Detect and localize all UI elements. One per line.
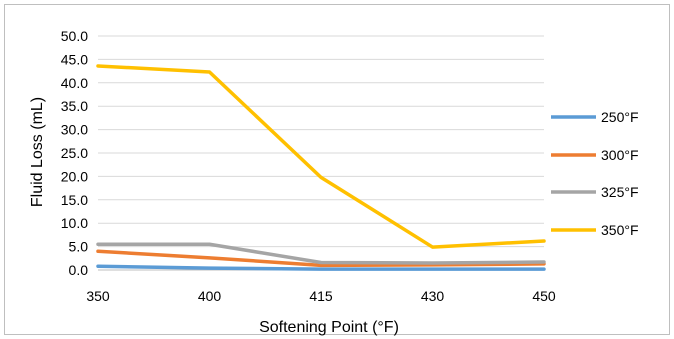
series-line — [96, 64, 546, 249]
y-tick-label: 45.0 — [61, 51, 88, 67]
y-tick-label: 35.0 — [61, 98, 88, 114]
legend-label: 350°F — [601, 222, 639, 238]
y-tick-label: 20.0 — [61, 168, 88, 184]
legend-label: 300°F — [601, 147, 639, 163]
series-line — [96, 264, 546, 271]
legend: 250°F 300°F 325°F 350°F — [551, 109, 639, 238]
series-lines — [96, 64, 546, 271]
x-tick-label: 400 — [198, 288, 222, 304]
series-line — [96, 249, 546, 268]
x-tick-label: 415 — [309, 288, 333, 304]
legend-label: 250°F — [601, 109, 639, 125]
x-tick-label: 430 — [421, 288, 445, 304]
y-tick-label: 0.0 — [69, 262, 89, 278]
x-tick-labels: 350 400 415 430 450 — [86, 288, 556, 304]
y-axis-label: Fluid Loss (mL) — [29, 97, 46, 207]
x-axis-label: Softening Point (°F) — [259, 319, 399, 336]
series-line — [96, 242, 546, 265]
x-tick-label: 350 — [86, 288, 110, 304]
y-tick-label: 40.0 — [61, 75, 88, 91]
y-tick-label: 25.0 — [61, 145, 88, 161]
legend-label: 325°F — [601, 184, 639, 200]
y-tick-label: 10.0 — [61, 215, 88, 231]
y-tick-label: 15.0 — [61, 192, 88, 208]
y-tick-label: 30.0 — [61, 122, 88, 138]
x-tick-label: 450 — [532, 288, 556, 304]
y-tick-label: 5.0 — [69, 239, 89, 255]
y-tick-label: 50.0 — [61, 28, 88, 44]
y-tick-labels: 0.0 5.0 10.0 15.0 20.0 25.0 30.0 35.0 40.0 45.0 50… — [61, 28, 88, 278]
